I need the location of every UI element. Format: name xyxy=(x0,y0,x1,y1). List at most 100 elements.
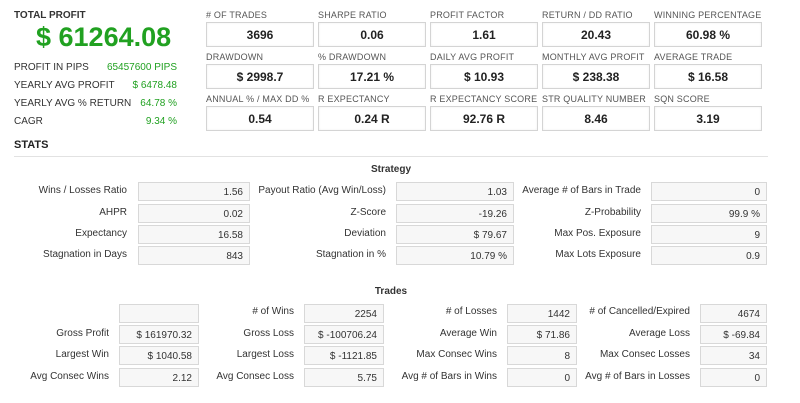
metric-label: R EXPECTANCY xyxy=(318,94,390,104)
stat-value: 9 xyxy=(651,225,767,244)
stat-value: 16.58 xyxy=(138,225,250,244)
metric-label: DRAWDOWN xyxy=(206,52,264,62)
trade-value: 0 xyxy=(507,368,577,387)
metric-label: R EXPECTANCY SCORE xyxy=(430,94,538,104)
total-profit-label: TOTAL PROFIT xyxy=(14,10,86,21)
summary-row-value: 64.78 % xyxy=(140,98,177,109)
metric-label: PROFIT FACTOR xyxy=(430,10,505,20)
metric-label: AVERAGE TRADE xyxy=(654,52,733,62)
metric-sharpe: SHARPE RATIO 0.06 xyxy=(318,10,426,47)
trade-label: Max Consec Losses xyxy=(599,349,690,360)
trade-value: 1442 xyxy=(507,304,577,323)
metric-sqn-score: SQN SCORE 3.19 xyxy=(654,94,762,131)
trade-label: # of Losses xyxy=(445,306,497,317)
stat-label: Payout Ratio (Avg Win/Loss) xyxy=(258,185,386,196)
metric-label: ANNUAL % / MAX DD % xyxy=(206,94,310,104)
stats-title: STATS xyxy=(14,139,49,151)
summary-row-label: YEARLY AVG PROFIT xyxy=(14,80,115,91)
trade-label: Largest Loss xyxy=(236,349,294,360)
stat-value: 10.79 % xyxy=(396,246,514,265)
stat-value: 0.02 xyxy=(138,204,250,223)
metric-drawdown: DRAWDOWN $ 2998.7 xyxy=(206,52,314,89)
metric-value: 92.76 R xyxy=(430,106,538,131)
stat-label: Wins / Losses Ratio xyxy=(38,185,127,196)
trade-label xyxy=(14,302,109,322)
stat-label: Expectancy xyxy=(75,228,127,239)
stat-value: 99.9 % xyxy=(651,204,767,223)
trade-value: 0 xyxy=(700,368,767,387)
metric-trades: # OF TRADES 3696 xyxy=(206,10,314,47)
metric-label: SHARPE RATIO xyxy=(318,10,387,20)
trades-title: Trades xyxy=(374,286,408,297)
metric-label: WINNING PERCENTAGE xyxy=(654,10,762,20)
metric-monthly-avg-profit: MONTHLY AVG PROFIT $ 238.38 xyxy=(542,52,650,89)
metric-value: 3696 xyxy=(206,22,314,47)
trade-value xyxy=(119,304,199,323)
trade-label: # of Cancelled/Expired xyxy=(589,306,690,317)
summary-row-value: 9.34 % xyxy=(145,116,177,127)
summary-row-label: PROFIT IN PIPS xyxy=(14,62,89,73)
metric-str-quality: STR QUALITY NUMBER 8.46 xyxy=(542,94,650,131)
metric-daily-avg-profit: DAILY AVG PROFIT $ 10.93 xyxy=(430,52,538,89)
trade-value: $ 71.86 xyxy=(507,325,577,344)
metric-value: 8.46 xyxy=(542,106,650,131)
metric-value: 0.54 xyxy=(206,106,314,131)
metric-value: 1.61 xyxy=(430,22,538,47)
trade-value: 2254 xyxy=(304,304,384,323)
trade-value: $ -1121.85 xyxy=(304,346,384,365)
summary-row: YEARLY AVG % RETURN 64.78 % xyxy=(14,98,177,109)
trade-label: Largest Win xyxy=(55,349,109,360)
stat-label: Z-Score xyxy=(350,207,386,218)
trade-label: Average Loss xyxy=(629,328,690,339)
trade-label: Avg Consec Wins xyxy=(30,371,109,382)
metric-winning-pct: WINNING PERCENTAGE 60.98 % xyxy=(654,10,762,47)
summary-row: PROFIT IN PIPS 65457600 PIPS xyxy=(14,62,177,73)
summary-row: CAGR 9.34 % xyxy=(14,116,177,127)
stat-value: 1.03 xyxy=(396,182,514,201)
summary-row-label: CAGR xyxy=(14,116,43,127)
metric-value: 3.19 xyxy=(654,106,762,131)
trade-value: 8 xyxy=(507,346,577,365)
metric-value: $ 2998.7 xyxy=(206,64,314,89)
trade-value: 2.12 xyxy=(119,368,199,387)
metric-annual-maxdd: ANNUAL % / MAX DD % 0.54 xyxy=(206,94,314,131)
trade-label: # of Wins xyxy=(252,306,294,317)
trade-label: Avg Consec Loss xyxy=(216,371,294,382)
stat-value: -19.26 xyxy=(396,204,514,223)
trade-label: Gross Profit xyxy=(56,328,109,339)
metric-value: 60.98 % xyxy=(654,22,762,47)
strategy-title: Strategy xyxy=(370,164,411,175)
summary-row-value: $ 6478.48 xyxy=(132,80,178,91)
stat-value: 843 xyxy=(138,246,250,265)
metric-label: RETURN / DD RATIO xyxy=(542,10,633,20)
metric-label: # OF TRADES xyxy=(206,10,268,20)
stat-value: 1.56 xyxy=(138,182,250,201)
trade-value: 5.75 xyxy=(304,368,384,387)
trade-label: Avg # of Bars in Wins xyxy=(401,371,497,382)
metric-profit-factor: PROFIT FACTOR 1.61 xyxy=(430,10,538,47)
summary-row-label: YEARLY AVG % RETURN xyxy=(14,98,132,109)
stat-label: Z-Probability xyxy=(584,207,641,218)
stat-label: Max Lots Exposure xyxy=(555,249,641,260)
trade-label: Max Consec Wins xyxy=(416,349,497,360)
stat-value: $ 79.67 xyxy=(396,225,514,244)
stat-label: AHPR xyxy=(99,207,127,218)
stat-label: Average # of Bars in Trade xyxy=(522,185,641,196)
trade-value: 4674 xyxy=(700,304,767,323)
metric-value: 0.06 xyxy=(318,22,426,47)
trade-label: Gross Loss xyxy=(243,328,294,339)
metric-label: DAILY AVG PROFIT xyxy=(430,52,515,62)
metric-value: 17.21 % xyxy=(318,64,426,89)
trade-value: 34 xyxy=(700,346,767,365)
trade-value: $ -69.84 xyxy=(700,325,767,344)
stat-label: Stagnation in Days xyxy=(43,249,127,260)
metric-value: 0.24 R xyxy=(318,106,426,131)
metric-label: MONTHLY AVG PROFIT xyxy=(542,52,645,62)
metric-r-expectancy-score: R EXPECTANCY SCORE 92.76 R xyxy=(430,94,538,131)
metric-return-dd: RETURN / DD RATIO 20.43 xyxy=(542,10,650,47)
stat-label: Stagnation in % xyxy=(315,249,386,260)
stats-divider xyxy=(14,156,768,157)
trade-label: Avg # of Bars in Losses xyxy=(585,371,690,382)
total-profit-value: $ 61264.08 xyxy=(36,22,172,52)
trade-value: $ 1040.58 xyxy=(119,346,199,365)
